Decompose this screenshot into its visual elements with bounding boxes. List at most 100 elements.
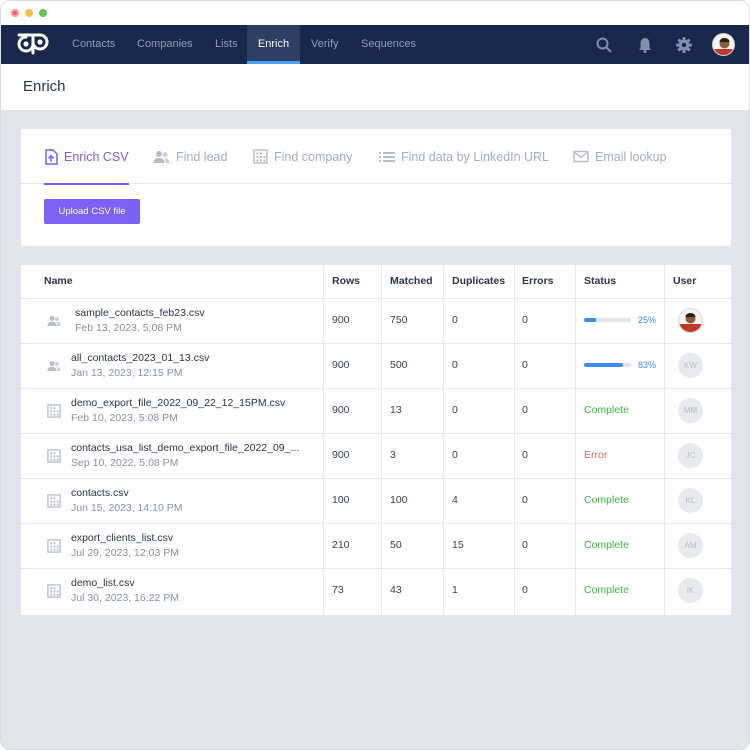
nav-contacts[interactable]: Contacts	[72, 38, 116, 50]
file-name[interactable]: sample_contacts_feb23.csv	[75, 307, 205, 319]
user-avatar[interactable]: KL	[678, 488, 703, 513]
tab-find-company[interactable]: Find company	[253, 129, 353, 184]
status-complete: Complete	[584, 404, 629, 416]
rows-count: 900	[332, 449, 350, 461]
user-photo-icon	[679, 313, 702, 332]
file-name[interactable]: demo_list.csv	[71, 577, 135, 589]
column-header-name[interactable]: Name	[44, 275, 73, 287]
tab-label: Find company	[274, 149, 353, 164]
matched-count: 3	[390, 449, 396, 461]
rows-count: 900	[332, 314, 350, 326]
duplicates-count: 0	[452, 314, 458, 326]
building-icon	[253, 149, 268, 164]
table-row[interactable]: all_contacts_2023_01_13.csv Jan 13, 2023…	[21, 343, 731, 388]
duplicates-count: 0	[452, 449, 458, 461]
progress-bar	[584, 363, 631, 367]
people-icon	[47, 361, 61, 371]
building-icon	[47, 494, 61, 508]
top-navbar: Contacts Companies Lists Enrich Verify S…	[1, 25, 749, 64]
row-divider	[21, 568, 731, 569]
upload-file-icon	[45, 148, 58, 165]
file-date: Jul 29, 2023, 12:03 PM	[71, 547, 179, 559]
user-avatar[interactable]: JC	[678, 443, 703, 468]
row-divider	[21, 298, 731, 299]
table-row[interactable]: contacts.csv Jun 15, 2023, 14:10 PM 100 …	[21, 478, 731, 523]
column-divider	[381, 265, 382, 615]
search-icon[interactable]	[595, 36, 613, 54]
minimize-window-button[interactable]	[25, 9, 33, 17]
list-icon	[379, 151, 395, 162]
table-row[interactable]: sample_contacts_feb23.csv Feb 13, 2023, …	[21, 298, 731, 343]
building-icon	[47, 584, 61, 598]
user-avatar[interactable]: IK	[678, 578, 703, 603]
tab-label: Enrich CSV	[64, 149, 129, 164]
current-user-avatar[interactable]	[712, 33, 735, 56]
errors-count: 0	[522, 584, 528, 596]
column-divider	[575, 265, 576, 615]
matched-count: 750	[390, 314, 408, 326]
table-row[interactable]: contacts_usa_list_demo_export_file_2022_…	[21, 433, 731, 478]
file-date: Jul 30, 2023, 16:22 PM	[71, 592, 179, 604]
file-name[interactable]: contacts.csv	[71, 487, 129, 499]
column-divider	[323, 265, 324, 615]
column-header-errors[interactable]: Errors	[522, 275, 554, 287]
user-avatar[interactable]	[678, 308, 703, 333]
column-header-status[interactable]: Status	[584, 275, 617, 287]
row-divider	[21, 343, 731, 344]
file-name[interactable]: demo_export_file_2022_09_22_12_15PM.csv	[71, 397, 286, 409]
nav-lists[interactable]: Lists	[215, 38, 238, 50]
status-complete: Complete	[584, 584, 629, 596]
window-chrome	[1, 1, 749, 25]
tab-email-lookup[interactable]: Email lookup	[573, 129, 667, 184]
table-row[interactable]: export_clients_list.csv Jul 29, 2023, 12…	[21, 523, 731, 568]
column-header-rows[interactable]: Rows	[332, 275, 361, 287]
tab-label: Find lead	[176, 149, 228, 164]
enrich-tabs-card: Enrich CSV Find lead Find company	[21, 129, 731, 246]
nav-verify[interactable]: Verify	[311, 38, 339, 50]
close-window-button[interactable]	[11, 9, 19, 17]
table-row[interactable]: demo_list.csv Jul 30, 2023, 16:22 PM 73 …	[21, 568, 731, 613]
user-avatar[interactable]: MM	[678, 398, 703, 423]
column-header-matched[interactable]: Matched	[390, 275, 433, 287]
tab-label: Email lookup	[595, 149, 667, 164]
nav-companies[interactable]: Companies	[137, 38, 193, 50]
user-avatar[interactable]: AM	[678, 533, 703, 558]
enrich-jobs-table: Name Rows Matched Duplicates Errors Stat…	[21, 265, 731, 615]
errors-count: 0	[522, 359, 528, 371]
building-icon	[47, 539, 61, 553]
file-name[interactable]: export_clients_list.csv	[71, 532, 174, 544]
column-header-duplicates[interactable]: Duplicates	[452, 275, 506, 287]
errors-count: 0	[522, 494, 528, 506]
nav-enrich[interactable]: Enrich	[247, 25, 300, 64]
gear-icon[interactable]	[675, 36, 693, 54]
rows-count: 210	[332, 539, 350, 551]
app-logo-icon[interactable]	[15, 31, 51, 57]
nav-sequences[interactable]: Sequences	[361, 38, 417, 50]
user-avatar[interactable]: KW	[678, 353, 703, 378]
row-divider	[21, 523, 731, 524]
table-row[interactable]: demo_export_file_2022_09_22_12_15PM.csv …	[21, 388, 731, 433]
file-name[interactable]: contacts_usa_list_demo_export_file_2022_…	[71, 442, 300, 454]
progress-percent: 25%	[638, 315, 657, 325]
duplicates-count: 1	[452, 584, 458, 596]
file-date: Feb 13, 2023, 5:08 PM	[75, 322, 182, 334]
people-icon	[47, 316, 61, 326]
file-name[interactable]: all_contacts_2023_01_13.csv	[71, 352, 210, 364]
tab-find-linkedin[interactable]: Find data by LinkedIn URL	[379, 129, 549, 184]
maximize-window-button[interactable]	[39, 9, 47, 17]
tab-enrich-csv[interactable]: Enrich CSV	[44, 129, 129, 185]
tab-find-lead[interactable]: Find lead	[153, 129, 227, 184]
building-icon	[47, 449, 61, 463]
progress-bar-fill	[584, 318, 596, 322]
bell-icon[interactable]	[636, 36, 654, 54]
user-photo-icon	[713, 38, 734, 55]
column-header-user[interactable]: User	[673, 275, 697, 287]
column-divider	[664, 265, 665, 615]
progress-percent: 83%	[638, 360, 657, 370]
file-date: Feb 10, 2023, 5:08 PM	[71, 412, 178, 424]
duplicates-count: 4	[452, 494, 458, 506]
upload-csv-button[interactable]: Upload CSV file	[44, 199, 140, 224]
errors-count: 0	[522, 539, 528, 551]
errors-count: 0	[522, 449, 528, 461]
